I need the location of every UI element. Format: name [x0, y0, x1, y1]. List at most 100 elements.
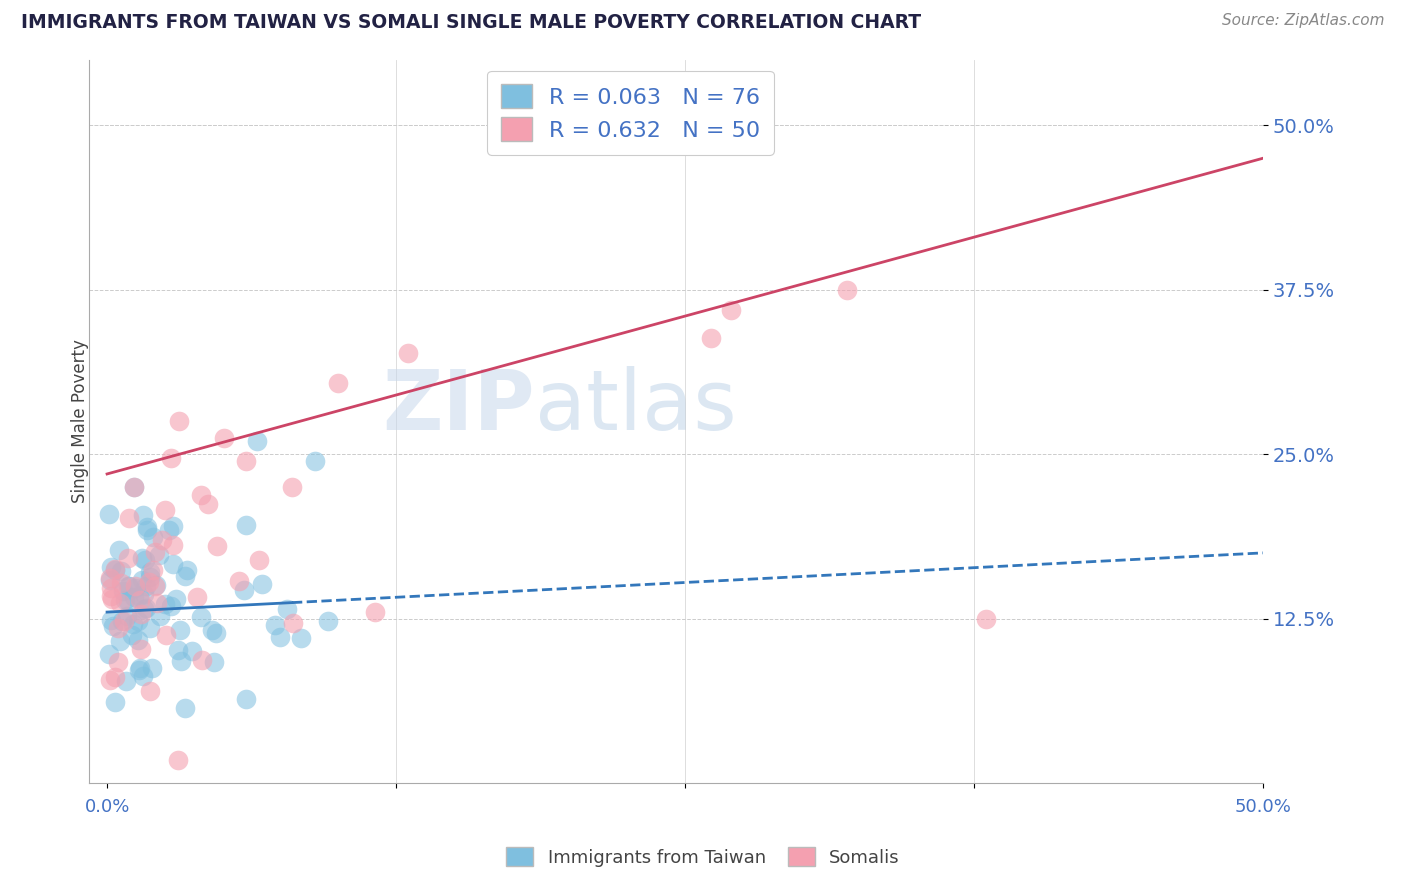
Point [100, 613, 122, 627]
Point [129, 661, 152, 675]
Point [170, 654, 193, 668]
Point [100, 559, 122, 574]
Point [176, 563, 198, 577]
Point [101, 619, 124, 633]
Text: 50.0%: 50.0% [1234, 798, 1291, 816]
Point [247, 552, 270, 566]
Point [122, 480, 145, 494]
Point [250, 576, 273, 591]
Point [131, 573, 153, 587]
Point [835, 283, 858, 297]
Point [107, 543, 129, 558]
Point [121, 628, 143, 642]
Point [146, 596, 169, 610]
Point [235, 692, 257, 706]
Point [974, 612, 997, 626]
Legend: Immigrants from Taiwan, Somalis: Immigrants from Taiwan, Somalis [499, 840, 907, 874]
Point [122, 480, 145, 494]
Point [326, 376, 349, 391]
Point [114, 592, 136, 607]
Point [142, 563, 165, 577]
Point [138, 574, 160, 589]
Point [190, 609, 212, 624]
Point [139, 684, 162, 698]
Point [233, 582, 256, 597]
Point [720, 302, 742, 317]
Text: atlas: atlas [534, 367, 737, 448]
Point [155, 598, 177, 612]
Point [127, 614, 149, 628]
Point [107, 621, 129, 635]
Point [98, 571, 121, 585]
Point [110, 596, 132, 610]
Point [316, 615, 339, 629]
Point [111, 614, 134, 628]
Point [191, 652, 214, 666]
Point [269, 630, 291, 644]
Point [134, 579, 156, 593]
Point [169, 623, 191, 637]
Point [142, 530, 165, 544]
Point [128, 664, 150, 678]
Point [136, 523, 159, 537]
Point [118, 579, 141, 593]
Point [190, 488, 212, 502]
Point [157, 524, 180, 538]
Point [129, 607, 152, 622]
Point [124, 578, 146, 592]
Point [205, 626, 228, 640]
Point [104, 695, 127, 709]
Point [700, 331, 723, 345]
Point [364, 605, 387, 619]
Point [122, 616, 145, 631]
Point [98, 507, 121, 521]
Legend: R = 0.063   N = 76, R = 0.632   N = 50: R = 0.063 N = 76, R = 0.632 N = 50 [488, 70, 773, 154]
Point [167, 643, 190, 657]
Point [235, 454, 257, 468]
Point [165, 591, 187, 606]
Point [139, 565, 162, 579]
Point [139, 621, 162, 635]
Point [129, 593, 152, 607]
Point [110, 564, 132, 578]
Text: ZIP: ZIP [382, 367, 534, 448]
Point [263, 617, 285, 632]
Point [110, 634, 132, 648]
Point [167, 753, 190, 767]
Point [205, 540, 228, 554]
Point [104, 562, 127, 576]
Point [276, 602, 298, 616]
Point [304, 454, 326, 468]
Point [145, 578, 167, 592]
Point [136, 519, 159, 533]
Point [100, 589, 122, 603]
Y-axis label: Single Male Poverty: Single Male Poverty [72, 339, 89, 503]
Point [174, 701, 197, 715]
Point [155, 628, 177, 642]
Point [110, 575, 132, 590]
Point [141, 660, 163, 674]
Point [132, 669, 155, 683]
Point [201, 624, 224, 638]
Point [107, 655, 129, 669]
Point [246, 434, 269, 448]
Point [118, 511, 141, 525]
Point [104, 670, 127, 684]
Point [202, 655, 225, 669]
Point [98, 673, 121, 687]
Point [143, 545, 166, 559]
Point [101, 591, 124, 606]
Point [131, 551, 153, 566]
Point [122, 591, 145, 605]
Point [117, 551, 139, 566]
Point [135, 601, 157, 615]
Point [124, 581, 146, 595]
Point [162, 519, 184, 533]
Point [132, 602, 155, 616]
Point [153, 502, 176, 516]
Point [149, 608, 172, 623]
Point [131, 508, 153, 522]
Point [112, 614, 135, 628]
Point [114, 674, 136, 689]
Point [115, 608, 138, 623]
